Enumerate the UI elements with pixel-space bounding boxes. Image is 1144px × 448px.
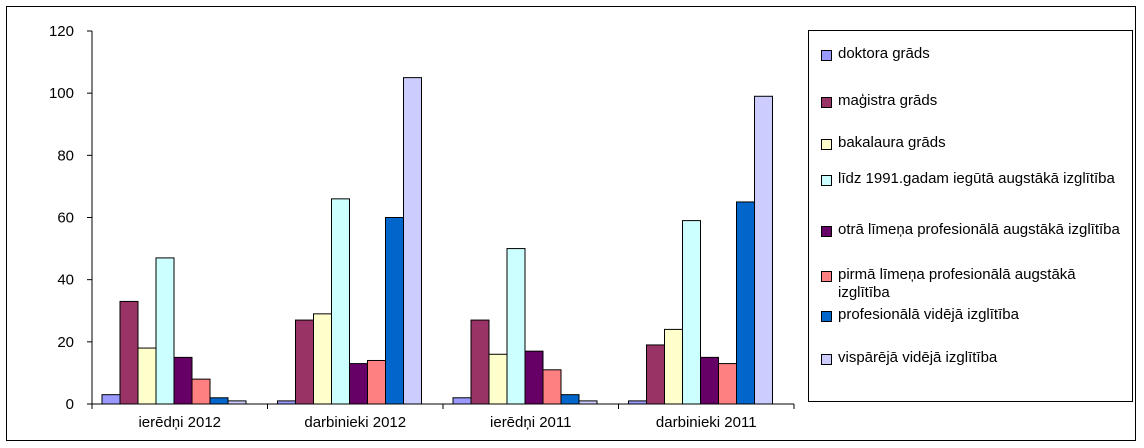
legend-item: otrā līmeņa profesionālā augstākā izglīt… — [821, 221, 1131, 239]
bar — [718, 363, 737, 405]
y-tick-label: 0 — [66, 396, 74, 413]
legend-swatch — [821, 50, 832, 61]
bar — [209, 397, 229, 405]
bar — [682, 220, 701, 405]
legend-swatch — [821, 175, 832, 186]
bar — [700, 356, 719, 405]
legend-swatch — [821, 139, 832, 150]
bar — [101, 394, 121, 405]
legend-label: maģistra grāds — [838, 92, 938, 109]
legend-item: līdz 1991.gadam iegūtā augstākā izglītīb… — [821, 170, 1131, 188]
bar — [524, 350, 544, 405]
bar — [646, 344, 665, 405]
y-tick-label: 20 — [57, 334, 74, 351]
bar — [277, 400, 296, 405]
bar — [367, 359, 386, 405]
bar — [119, 300, 139, 405]
bar — [295, 319, 314, 405]
legend-label: doktora grāds — [838, 45, 930, 62]
bar — [628, 400, 647, 405]
bar — [137, 347, 157, 405]
bar — [488, 353, 508, 405]
bar — [736, 201, 755, 405]
legend-label: profesionālā vidējā izglītība — [838, 306, 1019, 323]
bar — [385, 217, 404, 405]
x-tick-label: ierēdņi 2011 — [490, 414, 571, 431]
legend-swatch — [821, 354, 832, 365]
y-tick-label: 80 — [57, 147, 74, 164]
bar — [754, 95, 773, 405]
y-tick-label: 60 — [57, 210, 74, 227]
bar — [349, 363, 368, 405]
bar — [560, 394, 580, 405]
bar — [155, 257, 175, 405]
bar — [173, 356, 193, 405]
legend-item: maģistra grāds — [821, 92, 1131, 110]
bar — [452, 397, 472, 405]
legend-swatch — [821, 97, 832, 108]
legend-item: pirmā līmeņa profesionālā augstākā izglī… — [821, 266, 1131, 302]
legend: doktora grāds maģistra grāds bakalaura grā… — [808, 30, 1133, 402]
bar — [227, 400, 247, 405]
legend-item: vispārējā vidējā izglītība — [821, 349, 1131, 367]
bar — [470, 319, 490, 405]
legend-label: vispārējā vidējā izglītība — [838, 349, 998, 366]
bar — [542, 369, 562, 405]
legend-label: pirmā līmeņa profesionālā augstākā izglī… — [838, 266, 1076, 301]
legend-swatch — [821, 226, 832, 237]
bar — [403, 77, 422, 405]
x-tick-label: ierēdņi 2012 — [138, 414, 221, 431]
legend-item: profesionālā vidējā izglītība — [821, 306, 1131, 324]
legend-swatch — [821, 271, 832, 282]
bar — [506, 248, 526, 405]
y-tick-label: 100 — [49, 85, 74, 102]
bar — [331, 198, 350, 405]
legend-label: bakalaura grāds — [838, 134, 946, 151]
legend-swatch — [821, 311, 832, 322]
bar — [313, 313, 332, 405]
legend-label: otrā līmeņa profesionālā augstākā izglīt… — [838, 221, 1120, 238]
x-tick-label: darbinieki 2012 — [304, 414, 406, 431]
y-tick-label: 40 — [57, 272, 74, 289]
bar — [191, 378, 211, 405]
x-tick-label: darbinieki 2011 — [656, 414, 757, 431]
legend-item: doktora grāds — [821, 45, 1131, 63]
y-tick-label: 120 — [49, 23, 74, 40]
legend-label: līdz 1991.gadam iegūtā augstākā izglītīb… — [838, 170, 1115, 187]
legend-item: bakalaura grāds — [821, 134, 1131, 152]
bar — [664, 328, 683, 405]
bar — [578, 400, 598, 405]
